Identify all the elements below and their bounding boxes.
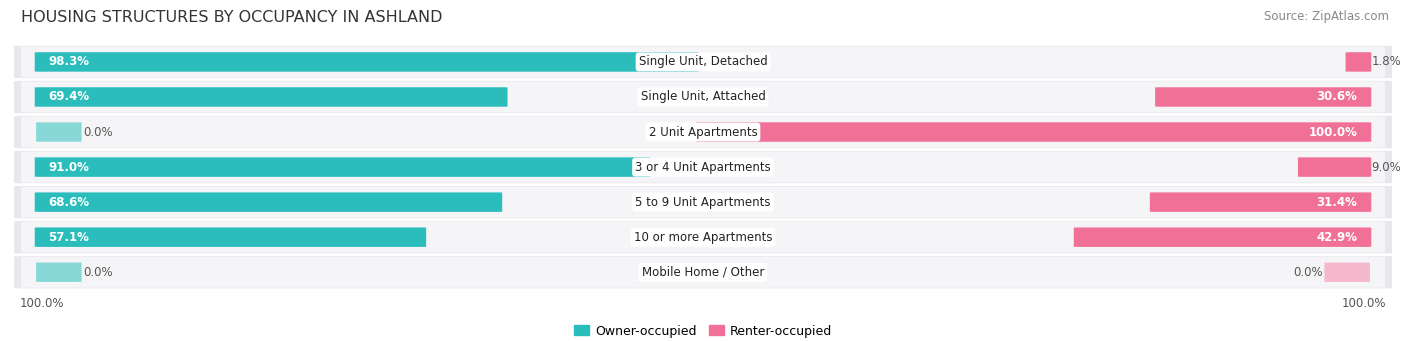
Text: 91.0%: 91.0% [48, 161, 90, 174]
FancyBboxPatch shape [37, 263, 82, 282]
Text: 68.6%: 68.6% [48, 196, 90, 209]
FancyBboxPatch shape [35, 192, 502, 212]
FancyBboxPatch shape [21, 46, 1385, 77]
Text: HOUSING STRUCTURES BY OCCUPANCY IN ASHLAND: HOUSING STRUCTURES BY OCCUPANCY IN ASHLA… [21, 10, 443, 25]
FancyBboxPatch shape [1156, 87, 1371, 107]
FancyBboxPatch shape [1298, 157, 1371, 177]
Text: 1.8%: 1.8% [1371, 56, 1400, 69]
FancyBboxPatch shape [1074, 227, 1371, 247]
FancyBboxPatch shape [35, 52, 699, 72]
Text: 0.0%: 0.0% [1294, 266, 1323, 279]
Text: Mobile Home / Other: Mobile Home / Other [641, 266, 765, 279]
FancyBboxPatch shape [0, 45, 1406, 79]
FancyBboxPatch shape [0, 115, 1406, 149]
FancyBboxPatch shape [1324, 263, 1369, 282]
Text: 100.0%: 100.0% [1309, 125, 1358, 138]
Legend: Owner-occupied, Renter-occupied: Owner-occupied, Renter-occupied [568, 320, 838, 341]
Text: 98.3%: 98.3% [48, 56, 90, 69]
FancyBboxPatch shape [0, 80, 1406, 114]
FancyBboxPatch shape [21, 257, 1385, 288]
Text: 2 Unit Apartments: 2 Unit Apartments [648, 125, 758, 138]
FancyBboxPatch shape [21, 187, 1385, 218]
Text: 9.0%: 9.0% [1371, 161, 1400, 174]
Text: 69.4%: 69.4% [48, 90, 90, 104]
Text: 0.0%: 0.0% [83, 266, 112, 279]
Text: 42.9%: 42.9% [1316, 231, 1358, 244]
FancyBboxPatch shape [21, 117, 1385, 147]
Text: 57.1%: 57.1% [48, 231, 90, 244]
Text: Single Unit, Detached: Single Unit, Detached [638, 56, 768, 69]
FancyBboxPatch shape [35, 227, 426, 247]
Text: Single Unit, Attached: Single Unit, Attached [641, 90, 765, 104]
Text: 3 or 4 Unit Apartments: 3 or 4 Unit Apartments [636, 161, 770, 174]
FancyBboxPatch shape [0, 150, 1406, 184]
Text: 5 to 9 Unit Apartments: 5 to 9 Unit Apartments [636, 196, 770, 209]
Text: Source: ZipAtlas.com: Source: ZipAtlas.com [1264, 10, 1389, 23]
FancyBboxPatch shape [696, 122, 1371, 142]
Text: 0.0%: 0.0% [83, 125, 112, 138]
Text: 10 or more Apartments: 10 or more Apartments [634, 231, 772, 244]
FancyBboxPatch shape [21, 81, 1385, 113]
FancyBboxPatch shape [21, 222, 1385, 253]
FancyBboxPatch shape [0, 220, 1406, 254]
FancyBboxPatch shape [0, 185, 1406, 219]
FancyBboxPatch shape [35, 157, 651, 177]
FancyBboxPatch shape [21, 152, 1385, 182]
Text: 30.6%: 30.6% [1316, 90, 1358, 104]
Text: 31.4%: 31.4% [1316, 196, 1358, 209]
FancyBboxPatch shape [1150, 192, 1371, 212]
FancyBboxPatch shape [1346, 52, 1371, 72]
FancyBboxPatch shape [0, 255, 1406, 290]
FancyBboxPatch shape [35, 87, 508, 107]
FancyBboxPatch shape [37, 122, 82, 142]
